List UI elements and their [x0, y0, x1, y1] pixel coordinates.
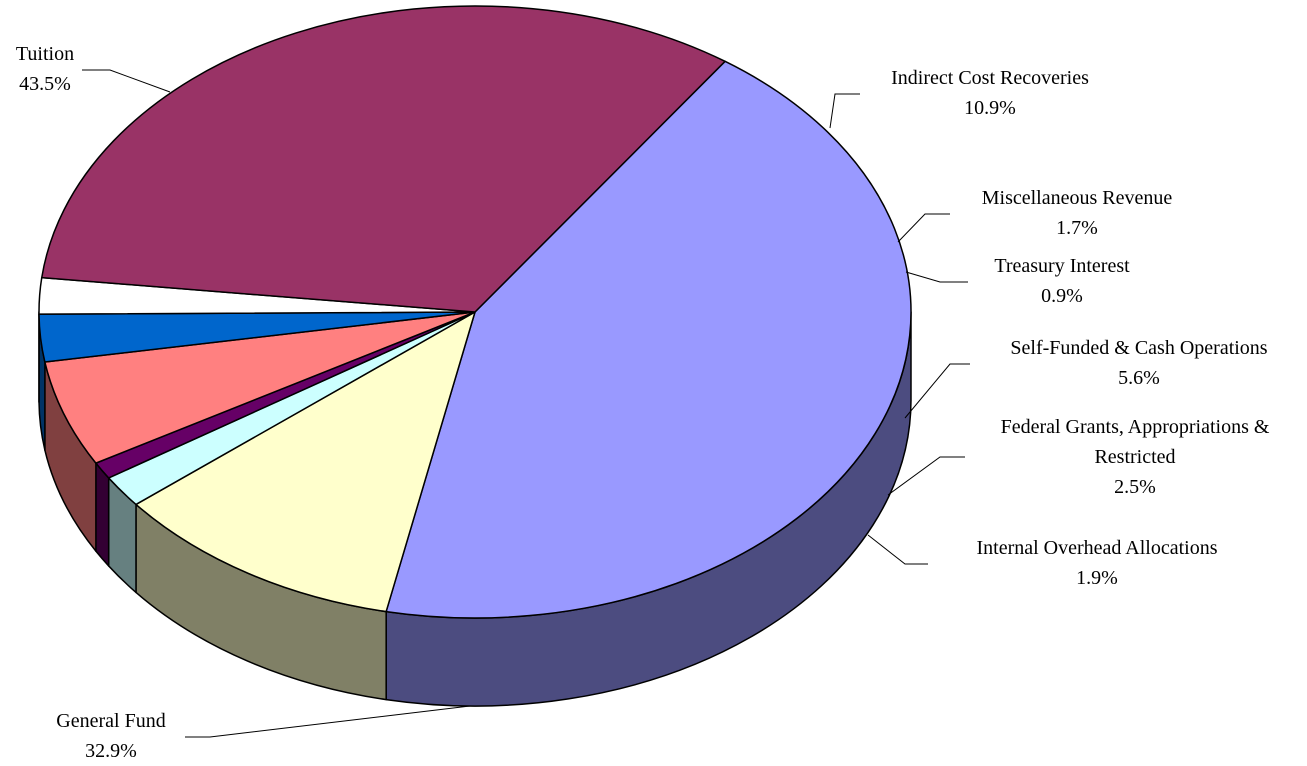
slice-percent-indirect-cost-recoveries: 10.9%: [964, 97, 1016, 119]
slice-percent-miscellaneous-revenue: 1.7%: [1056, 217, 1098, 239]
slice-percent-internal-overhead-allocations: 1.9%: [1076, 567, 1118, 589]
slice-percent-treasury-interest: 0.9%: [1041, 285, 1083, 307]
slice-label-general-fund: General Fund: [56, 710, 165, 732]
leader-line-internal-overhead-allocations: [868, 535, 928, 564]
slice-label-federal-grants-appropriations-and-restricted: Restricted: [1094, 446, 1175, 468]
leader-line-general-fund: [185, 706, 470, 737]
slice-percent-tuition: 43.5%: [19, 73, 71, 95]
slice-label-tuition: Tuition: [16, 43, 74, 65]
slice-percent-self-funded-and-cash-operations: 5.6%: [1118, 367, 1160, 389]
slice-label-federal-grants-appropriations-and-restricted: Federal Grants, Appropriations &: [1001, 416, 1270, 438]
slice-label-miscellaneous-revenue: Miscellaneous Revenue: [982, 187, 1173, 209]
slice-percent-federal-grants-appropriations-and-restricted: 2.5%: [1114, 476, 1156, 498]
slice-label-self-funded-and-cash-operations: Self-Funded & Cash Operations: [1010, 337, 1267, 359]
pie-side-treasury-interest: [96, 463, 109, 566]
leader-line-miscellaneous-revenue: [898, 214, 950, 242]
leader-line-tuition: [82, 70, 170, 92]
slice-percent-general-fund: 32.9%: [85, 740, 137, 762]
slice-label-internal-overhead-allocations: Internal Overhead Allocations: [976, 537, 1217, 559]
leader-line-treasury-interest: [906, 272, 968, 282]
leader-line-indirect-cost-recoveries: [830, 94, 860, 128]
leader-line-self-funded-and-cash-operations: [905, 364, 970, 418]
slice-label-treasury-interest: Treasury Interest: [994, 255, 1130, 277]
pie-top-layer: [39, 6, 911, 618]
slice-label-indirect-cost-recoveries: Indirect Cost Recoveries: [891, 67, 1089, 89]
